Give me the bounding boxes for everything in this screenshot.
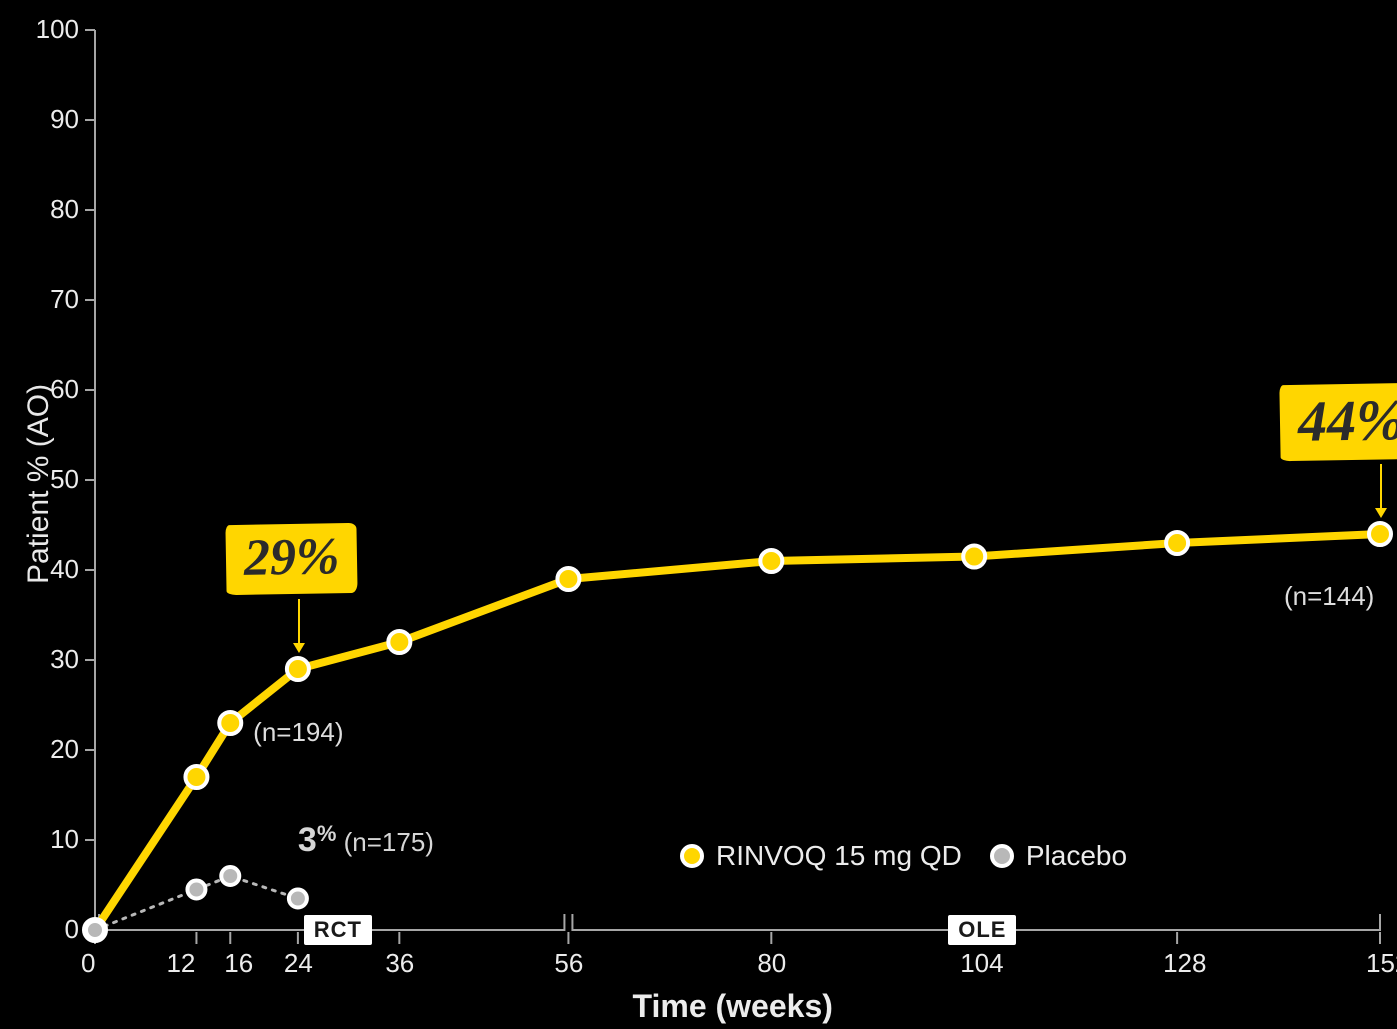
y-tick-label: 70 — [50, 284, 79, 315]
legend-item: Placebo — [990, 840, 1127, 872]
x-tick-label: 80 — [757, 948, 786, 979]
y-tick-label: 30 — [50, 644, 79, 675]
legend-label: RINVOQ 15 mg QD — [716, 840, 962, 872]
n-label-n194: (n=194) — [253, 717, 343, 748]
marker-rinvoq — [287, 658, 309, 680]
marker-rinvoq — [963, 546, 985, 568]
marker-placebo — [86, 921, 104, 939]
x-tick-label: 152 — [1366, 948, 1397, 979]
y-axis-title: Patient % (AO) — [22, 384, 56, 584]
x-tick-label: 104 — [960, 948, 1003, 979]
legend-dot — [990, 844, 1014, 868]
callout-arrow — [1380, 464, 1382, 516]
marker-placebo — [187, 881, 205, 899]
y-tick-label: 20 — [50, 734, 79, 765]
marker-rinvoq — [185, 766, 207, 788]
phase-badge-rct: RCT — [304, 915, 372, 945]
y-tick-label: 90 — [50, 104, 79, 135]
phase-badge-ole: OLE — [948, 915, 1016, 945]
y-tick-label: 10 — [50, 824, 79, 855]
marker-rinvoq — [760, 550, 782, 572]
x-tick-label: 56 — [554, 948, 583, 979]
x-tick-label: 128 — [1163, 948, 1206, 979]
marker-rinvoq — [557, 568, 579, 590]
y-tick-label: 100 — [36, 14, 79, 45]
marker-rinvoq — [1369, 523, 1391, 545]
x-axis-title: Time (weeks) — [633, 988, 833, 1025]
x-tick-label: 24 — [284, 948, 313, 979]
placebo-endpoint-label: 3% (n=175) — [298, 821, 434, 860]
marker-rinvoq — [388, 631, 410, 653]
n-label-n144: (n=144) — [1284, 581, 1374, 612]
callout-c29: 29% — [225, 523, 358, 595]
x-tick-label: 16 — [224, 948, 253, 979]
y-tick-label: 80 — [50, 194, 79, 225]
legend-dot — [680, 844, 704, 868]
x-tick-label: 36 — [385, 948, 414, 979]
x-tick-label: 0 — [81, 948, 95, 979]
legend: RINVOQ 15 mg QD Placebo — [680, 840, 1127, 872]
callout-c44: 44% — [1279, 383, 1397, 461]
chart-svg — [0, 0, 1397, 1029]
marker-rinvoq — [1166, 532, 1188, 554]
marker-placebo — [221, 867, 239, 885]
patient-percent-chart: 0102030405060708090100RCTOLE012162436568… — [0, 0, 1397, 1029]
legend-item: RINVOQ 15 mg QD — [680, 840, 962, 872]
y-tick-label: 0 — [65, 914, 79, 945]
legend-label: Placebo — [1026, 840, 1127, 872]
x-tick-label: 12 — [166, 948, 195, 979]
marker-placebo — [289, 890, 307, 908]
marker-rinvoq — [219, 712, 241, 734]
callout-arrow — [298, 599, 300, 651]
